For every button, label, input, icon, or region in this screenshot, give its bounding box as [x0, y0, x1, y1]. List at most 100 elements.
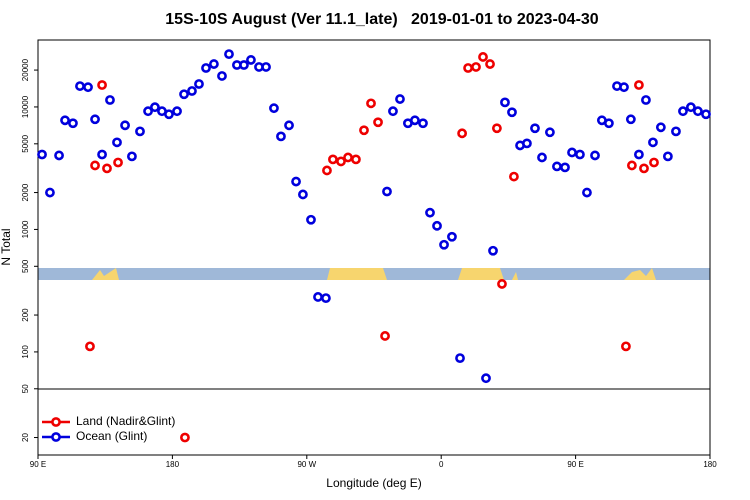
- data-point: [113, 157, 123, 168]
- data-point: [619, 82, 629, 93]
- data-point: [522, 138, 532, 149]
- data-point: [382, 186, 392, 197]
- x-tick-label: 0: [439, 460, 444, 469]
- data-point: [500, 97, 510, 108]
- data-point: [343, 152, 353, 163]
- y-tick-label: 10000: [21, 95, 30, 118]
- data-point: [127, 151, 137, 162]
- data-point: [507, 107, 517, 118]
- data-point: [457, 128, 468, 139]
- data-point: [97, 80, 107, 90]
- data-point: [102, 163, 112, 174]
- y-tick-label: 50: [21, 384, 30, 393]
- data-point: [626, 160, 637, 171]
- data-point: [497, 279, 507, 289]
- data-point: [537, 152, 547, 163]
- x-tick-label: 180: [166, 460, 180, 469]
- data-point: [575, 149, 585, 160]
- legend-marker: [51, 432, 61, 442]
- y-tick-label: 2000: [21, 183, 30, 201]
- data-point: [492, 123, 502, 134]
- data-point: [621, 341, 631, 352]
- data-point: [306, 214, 316, 225]
- data-point: [678, 106, 688, 117]
- data-point: [648, 137, 658, 148]
- data-point: [463, 63, 473, 73]
- data-point: [90, 160, 100, 171]
- data-point: [276, 131, 286, 142]
- data-point: [246, 55, 256, 65]
- data-point: [180, 432, 190, 443]
- data-point: [172, 106, 182, 117]
- data-point: [380, 331, 390, 341]
- data-point: [639, 163, 649, 174]
- data-point: [85, 341, 95, 352]
- data-point: [336, 156, 346, 167]
- data-point: [432, 220, 442, 231]
- data-point: [488, 245, 498, 256]
- data-point: [478, 52, 488, 62]
- data-point: [97, 149, 107, 160]
- data-point: [366, 98, 376, 109]
- data-point: [217, 71, 227, 81]
- data-point: [45, 187, 55, 198]
- data-point: [634, 80, 644, 90]
- data-point: [298, 189, 308, 200]
- data-point: [481, 373, 491, 384]
- chart-title: 15S-10S August (Ver 11.1_late) 2019-01-0…: [165, 11, 599, 28]
- data-point: [560, 162, 570, 173]
- data-point: [239, 60, 249, 70]
- y-tick-label: 20: [21, 433, 30, 442]
- data-point: [410, 115, 420, 126]
- data-point: [509, 171, 519, 182]
- data-point: [388, 106, 398, 117]
- data-point: [471, 62, 481, 72]
- legend-label: Land (Nadir&Glint): [76, 414, 175, 428]
- data-point: [425, 207, 435, 218]
- data-point: [671, 126, 681, 137]
- data-point: [373, 117, 383, 128]
- data-point: [439, 239, 449, 250]
- data-point: [351, 154, 361, 165]
- data-point: [224, 49, 234, 60]
- data-point: [328, 154, 338, 165]
- data-point: [418, 118, 428, 129]
- data-point: [321, 293, 331, 304]
- data-point: [649, 157, 659, 168]
- data-point: [143, 106, 153, 117]
- data-point: [447, 231, 457, 242]
- data-point: [120, 120, 130, 131]
- y-tick-label: 200: [21, 308, 30, 322]
- data-point: [655, 122, 666, 133]
- data-point: [567, 147, 577, 158]
- y-tick-label: 5000: [21, 134, 30, 152]
- data-point: [662, 151, 673, 162]
- data-point: [90, 114, 100, 125]
- data-point: [625, 114, 636, 125]
- data-point: [284, 120, 294, 131]
- data-point: [701, 109, 711, 120]
- y-tick-label: 1000: [21, 220, 30, 238]
- x-tick-label: 90 E: [567, 460, 583, 469]
- data-point: [75, 81, 85, 91]
- x-tick-label: 90 E: [30, 460, 46, 469]
- data-point: [582, 187, 592, 198]
- data-point: [135, 126, 145, 137]
- data-point: [359, 125, 369, 136]
- data-point: [68, 118, 78, 129]
- data-point: [322, 165, 332, 176]
- legend-label: Ocean (Glint): [76, 429, 147, 443]
- data-point: [150, 102, 160, 113]
- data-point: [685, 102, 696, 113]
- data-point: [209, 59, 219, 69]
- data-point: [194, 79, 204, 89]
- data-point: [179, 89, 189, 100]
- plot-frame: [37, 39, 711, 456]
- y-tick-label: 500: [21, 259, 30, 273]
- data-point: [530, 123, 540, 134]
- data-point: [54, 150, 64, 161]
- y-tick-label: 20000: [21, 58, 30, 81]
- data-point: [60, 115, 70, 126]
- data-point: [604, 118, 614, 129]
